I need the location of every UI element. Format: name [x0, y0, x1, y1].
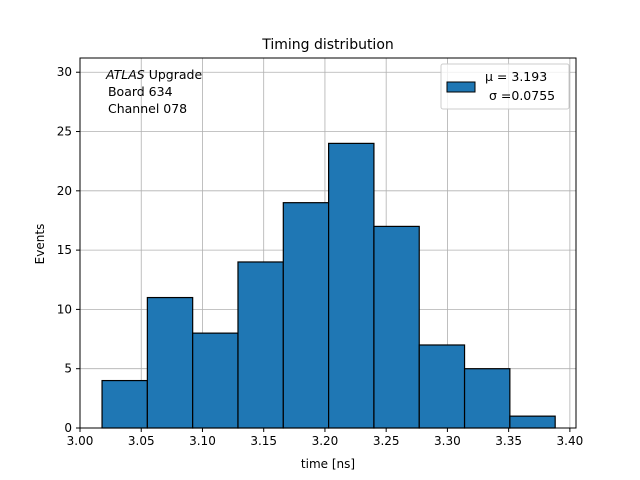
histogram-bar-3 [237, 261, 284, 429]
x-tick-label-3: 3.15 [250, 434, 277, 448]
y-tick-label-0: 0 [64, 421, 72, 435]
annotation-box: ATLAS Upgrade Board 634 Channel 078 [104, 67, 202, 116]
chart-title: Timing distribution [261, 37, 394, 53]
y-tick-label-6: 30 [57, 65, 72, 79]
annotation-line-3: Channel 078 [104, 101, 187, 116]
annotation-line-2: Board 634 [104, 84, 173, 99]
x-tick-label-7: 3.35 [495, 434, 522, 448]
annotation-italic: ATLAS [105, 67, 145, 82]
histogram-bar-0 [101, 379, 148, 429]
x-tick-label-5: 3.25 [373, 434, 400, 448]
x-tick-label-0: 3.00 [67, 434, 94, 448]
histogram-bar-9 [509, 415, 556, 429]
annotation-rest: Upgrade [145, 67, 203, 82]
legend-frame [440, 63, 570, 110]
y-tick-label-5: 25 [57, 125, 72, 139]
y-tick-label-2: 10 [57, 302, 72, 316]
histogram-bar-4 [282, 202, 330, 429]
y-axis-label: Events [33, 224, 47, 265]
histogram-bar-8 [463, 368, 511, 429]
x-tick-label-8: 3.40 [557, 434, 584, 448]
histogram-bar-5 [328, 142, 375, 429]
x-tick-label-6: 3.30 [434, 434, 461, 448]
histogram-bar-1 [146, 296, 194, 429]
x-tick-label-2: 3.10 [189, 434, 216, 448]
x-tick-label-1: 3.05 [128, 434, 155, 448]
y-tick-label-3: 15 [57, 243, 72, 257]
histogram-bars [101, 142, 556, 429]
legend: μ = 3.193 σ =0.0755 [440, 63, 570, 110]
histogram-bar-6 [373, 225, 420, 429]
legend-swatch [446, 81, 476, 93]
x-tick-label-4: 3.20 [312, 434, 339, 448]
legend-mean: μ = 3.193 [485, 69, 547, 84]
plot-frame [79, 57, 577, 429]
axis-ticks: 3.00 3.05 3.10 3.15 3.20 3.25 3.30 3.35 3.40 0 5 10… [57, 65, 584, 448]
histogram-bar-2 [192, 332, 239, 429]
legend-sigma: σ =0.0755 [489, 88, 555, 103]
histogram-bar-7 [418, 344, 466, 429]
x-axis-label: time [ns] [301, 457, 355, 471]
y-tick-label-4: 20 [57, 184, 72, 198]
y-tick-label-1: 5 [64, 362, 72, 376]
annotation-line-1: ATLAS Upgrade [105, 67, 202, 82]
